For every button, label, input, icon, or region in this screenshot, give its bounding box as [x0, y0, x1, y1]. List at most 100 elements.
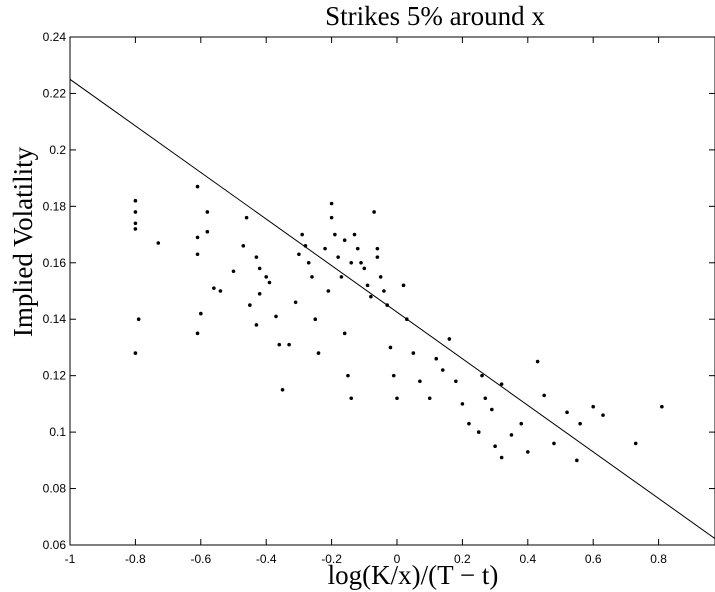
- point: [591, 404, 595, 409]
- point: [323, 246, 327, 251]
- x-tick-label: -0.8: [125, 552, 146, 566]
- point: [509, 433, 514, 437]
- point: [280, 387, 285, 392]
- point: [480, 373, 484, 378]
- y-tick-label: 0.14: [43, 312, 67, 326]
- y-tick-label: 0.2: [49, 143, 66, 157]
- point: [326, 289, 331, 293]
- point: [460, 402, 465, 406]
- point: [365, 283, 370, 288]
- point: [552, 441, 556, 446]
- point: [490, 407, 494, 412]
- point: [542, 393, 546, 398]
- point: [454, 379, 458, 384]
- x-tick-label: -1: [65, 552, 76, 566]
- point: [434, 356, 439, 361]
- point: [339, 275, 344, 279]
- x-tick-label: 0.4: [519, 552, 536, 566]
- point: [316, 351, 321, 355]
- point: [264, 275, 269, 279]
- point: [519, 421, 524, 426]
- point: [195, 252, 200, 257]
- point: [447, 337, 452, 341]
- point: [575, 458, 579, 463]
- point: [133, 210, 138, 214]
- point: [372, 210, 376, 214]
- point: [310, 275, 314, 279]
- point: [336, 255, 340, 259]
- point: [218, 289, 223, 293]
- plot-area: [70, 78, 715, 540]
- point: [493, 444, 497, 449]
- point: [313, 317, 318, 322]
- point: [382, 289, 386, 293]
- point: [257, 266, 262, 271]
- point: [349, 260, 354, 265]
- point: [378, 275, 383, 279]
- point: [535, 359, 540, 364]
- point: [369, 294, 373, 299]
- y-tick-label: 0.12: [43, 369, 67, 383]
- point: [411, 351, 416, 355]
- point: [660, 404, 664, 409]
- point: [440, 368, 445, 372]
- point: [306, 260, 311, 265]
- y-tick-label: 0.18: [43, 199, 67, 213]
- point: [346, 373, 350, 378]
- point: [375, 255, 380, 259]
- x-tick-label: -0.4: [256, 552, 277, 566]
- point: [293, 300, 298, 305]
- point: [205, 229, 210, 234]
- point: [133, 221, 138, 226]
- y-tick-label: 0.16: [43, 256, 67, 270]
- point: [499, 455, 504, 460]
- point: [277, 342, 282, 347]
- point: [418, 379, 422, 384]
- point: [199, 311, 203, 316]
- point: [359, 260, 363, 265]
- point: [476, 430, 481, 434]
- point: [267, 280, 272, 285]
- point: [195, 331, 200, 336]
- point: [329, 215, 334, 220]
- point: [467, 421, 471, 426]
- point: [342, 238, 347, 242]
- point: [300, 232, 304, 237]
- point: [136, 317, 141, 322]
- point: [231, 269, 236, 274]
- point: [297, 252, 301, 257]
- point: [349, 396, 354, 401]
- point: [333, 232, 337, 237]
- y-tick-label: 0.24: [43, 30, 67, 44]
- point: [274, 314, 278, 319]
- y-axis-label: Implied Volatility: [8, 146, 38, 337]
- point: [499, 382, 504, 386]
- point: [526, 450, 530, 454]
- point: [248, 303, 252, 307]
- point: [427, 396, 432, 401]
- point: [254, 255, 259, 259]
- x-tick-label: 0.6: [585, 552, 602, 566]
- point: [241, 244, 246, 248]
- point: [401, 283, 406, 288]
- x-tick-label: 0.2: [454, 552, 471, 566]
- point: [212, 286, 216, 290]
- y-tick-label: 0.22: [43, 86, 67, 100]
- point: [578, 421, 582, 426]
- point: [395, 396, 399, 401]
- point: [244, 215, 249, 220]
- point: [342, 331, 347, 336]
- point: [601, 413, 605, 417]
- point: [355, 246, 360, 251]
- point: [565, 410, 569, 415]
- point: [133, 351, 138, 355]
- point: [254, 323, 259, 327]
- point: [483, 396, 488, 401]
- point: [352, 232, 357, 237]
- y-tick-label: 0.06: [43, 538, 67, 552]
- point: [633, 441, 638, 446]
- x-axis-label: log(K/x)/(T − t): [328, 560, 499, 590]
- point: [133, 227, 138, 231]
- x-tick-label: 0.8: [650, 552, 667, 566]
- x-tick-label: 0: [394, 552, 401, 566]
